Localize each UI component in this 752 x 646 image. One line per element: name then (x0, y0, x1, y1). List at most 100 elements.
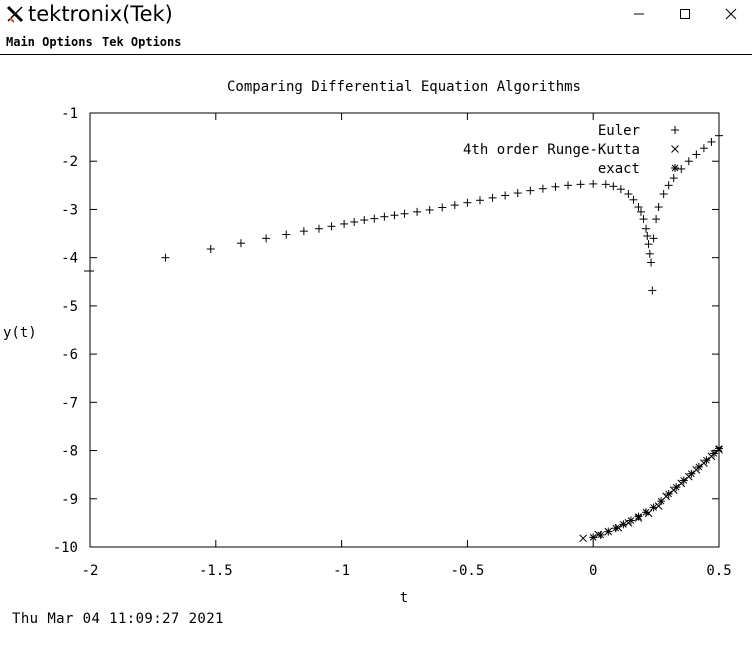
x-tick-label: -1 (333, 563, 350, 579)
data-point-star (679, 476, 688, 485)
data-points (161, 131, 723, 543)
timestamp: Thu Mar 04 11:09:27 2021 (12, 611, 224, 627)
data-point-star (589, 533, 598, 542)
data-point-plus (370, 214, 379, 223)
menu-main-options[interactable]: Main Options (6, 35, 93, 49)
data-point-plus (647, 258, 656, 267)
data-point-plus (538, 184, 547, 193)
maximize-button[interactable] (662, 0, 708, 28)
data-point-plus (564, 181, 573, 190)
plot-area: Comparing Differential Equation Algorith… (3, 79, 732, 606)
tick-labels: -2 -1.5 -1 -0.5 0 0.5 -1 -2 -3 -4 -5 -6 -7 -8 -9 -10 (53, 106, 732, 579)
x-axis-label: t (400, 590, 408, 606)
data-point-plus (649, 234, 658, 243)
data-point-star (702, 456, 711, 465)
minimize-button[interactable] (616, 0, 662, 28)
x-tick-label: 0.5 (706, 563, 731, 579)
title-bar: tektronix(Tek) (0, 0, 752, 30)
data-point-plus (282, 230, 291, 239)
x-tick-label: -0.5 (451, 563, 485, 579)
data-point-plus (677, 164, 686, 173)
legend-marker-plus (671, 126, 679, 134)
axis-ticks (89, 112, 720, 548)
y-tick-label: -9 (61, 492, 78, 508)
data-point-plus (639, 215, 648, 224)
data-point-plus (390, 211, 399, 220)
data-point-plus (526, 186, 535, 195)
data-point-star (604, 527, 613, 536)
data-point-star (642, 508, 651, 517)
data-point-plus (692, 150, 701, 159)
data-point-plus (299, 227, 308, 236)
y-tick-label: -7 (61, 395, 78, 411)
plot-frame (89, 112, 720, 548)
data-point-plus (380, 212, 389, 221)
close-button[interactable] (708, 0, 752, 28)
chart-title: Comparing Differential Equation Algorith… (227, 79, 581, 95)
data-point-plus (413, 207, 422, 216)
data-point-plus (340, 219, 349, 228)
y-axis-label: y(t) (3, 325, 37, 341)
data-point-plus (206, 244, 215, 253)
data-point-star (649, 503, 658, 512)
data-point-plus (644, 240, 653, 249)
data-point-plus (684, 157, 693, 166)
y-tick-label: -3 (61, 202, 78, 218)
data-point-plus (642, 224, 651, 233)
data-point-plus (624, 190, 633, 199)
minimize-icon (634, 13, 644, 15)
y-tick-label: -6 (61, 347, 78, 363)
data-point-plus (643, 231, 652, 240)
data-point-star (634, 512, 643, 521)
data-point-star (626, 516, 635, 525)
data-point-plus (262, 234, 271, 243)
data-point-plus (715, 131, 723, 140)
legend: Euler 4th order Runge-Kutta exact (463, 123, 679, 177)
y-tick-label: -8 (61, 444, 78, 460)
data-point-plus (664, 181, 673, 190)
data-point-plus (438, 203, 447, 212)
data-point-plus (551, 182, 560, 191)
data-point-star (672, 483, 681, 492)
data-point-plus (360, 216, 369, 225)
data-point-plus (463, 198, 472, 207)
data-point-plus (637, 207, 646, 216)
data-point-star (611, 524, 620, 533)
data-point-plus (659, 190, 668, 199)
legend-marker-cross (671, 145, 679, 153)
y-tick-label: -1 (61, 106, 78, 122)
window-title: tektronix(Tek) (28, 2, 173, 26)
close-icon (725, 8, 737, 20)
data-point-plus (609, 182, 618, 191)
data-point-plus (513, 189, 522, 198)
data-point-plus (652, 215, 661, 224)
data-point-star (715, 444, 723, 453)
menu-tek-options[interactable]: Tek Options (102, 35, 182, 49)
data-point-cross (579, 534, 587, 543)
x-tick-label: -1.5 (199, 563, 233, 579)
legend-label: 4th order Runge-Kutta (463, 142, 640, 158)
y-tick-label: -5 (61, 299, 78, 315)
x-logo-icon (6, 5, 24, 23)
data-point-plus (488, 193, 497, 202)
maximize-icon (680, 9, 690, 19)
data-point-plus (161, 253, 170, 262)
data-point-plus (475, 196, 484, 205)
data-point-star (596, 530, 605, 539)
y-tick-label: -10 (53, 540, 78, 556)
data-point-plus (707, 137, 716, 146)
data-point-star (619, 520, 628, 529)
data-point-plus (629, 195, 638, 204)
x-tick-label: 0 (589, 563, 597, 579)
legend-marker-star (671, 164, 679, 172)
y-tick-label: -4 (61, 251, 78, 267)
data-point-plus (669, 174, 678, 183)
data-point-plus (654, 203, 663, 212)
legend-label: Euler (598, 123, 640, 139)
data-point-plus (699, 144, 708, 153)
data-point-star (687, 469, 696, 478)
data-point-plus (314, 224, 323, 233)
data-point-plus (648, 286, 657, 295)
data-point-plus (576, 180, 585, 189)
data-point-star (694, 462, 703, 471)
